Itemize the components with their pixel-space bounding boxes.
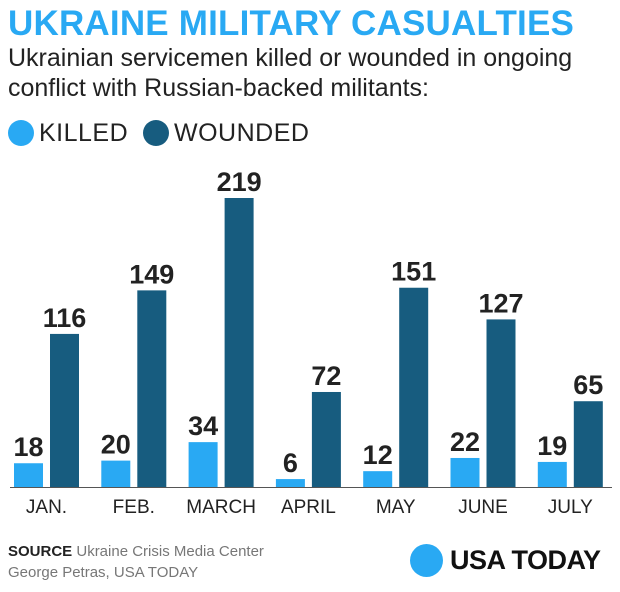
usa-today-logo: USA TODAY — [410, 544, 610, 578]
bar-wounded-1 — [137, 290, 167, 487]
data-label-killed-4: 12 — [363, 440, 393, 470]
x-tick-label-0: JAN. — [26, 497, 67, 518]
bar-wounded-0 — [50, 333, 79, 487]
data-label-killed-2: 34 — [188, 411, 218, 441]
legend-swatch-killed — [8, 120, 34, 146]
data-label-killed-1: 20 — [101, 430, 131, 460]
data-label-wounded-6: 65 — [573, 370, 603, 400]
source-label: SOURCE — [8, 543, 73, 560]
bar-wounded-3 — [311, 391, 341, 487]
data-label-killed-0: 18 — [13, 432, 43, 462]
bar-killed-3 — [275, 479, 305, 487]
x-tick-label-2: MARCH — [186, 497, 256, 518]
bar-killed-6 — [537, 461, 567, 487]
x-tick-label-6: JULY — [548, 497, 593, 518]
bar-wounded-5 — [486, 319, 516, 487]
bar-wounded-6 — [573, 401, 603, 487]
legend-label-killed: KILLED — [39, 119, 129, 147]
legend-swatch-wounded — [143, 120, 169, 146]
source-line: SOURCE Ukraine Crisis Media Center — [8, 541, 264, 562]
source-block: SOURCE Ukraine Crisis Media Center Georg… — [8, 541, 264, 583]
x-tick-label-3: APRIL — [281, 497, 336, 518]
bar-killed-4 — [363, 471, 393, 487]
data-label-wounded-5: 127 — [478, 288, 523, 318]
bar-killed-2 — [188, 442, 218, 487]
chart-subtitle: Ukrainian servicemen killed or wounded i… — [8, 44, 573, 102]
bar-killed-0 — [14, 463, 43, 487]
logo-dot-icon — [410, 544, 443, 577]
bar-wounded-2 — [224, 198, 254, 487]
data-label-wounded-1: 149 — [129, 259, 174, 289]
data-label-killed-5: 22 — [450, 427, 480, 457]
x-tick-label-4: MAY — [376, 497, 416, 518]
chart-title: UKRAINE MILITARY CASUALTIES — [8, 4, 575, 43]
x-tick-label-5: JUNE — [458, 497, 508, 518]
data-label-killed-6: 19 — [537, 431, 567, 461]
bar-killed-1 — [101, 460, 131, 487]
source-text: Ukraine Crisis Media Center — [76, 543, 264, 560]
x-tick-label-1: FEB. — [113, 497, 155, 518]
data-label-wounded-0: 116 — [43, 303, 87, 333]
logo-text: USA TODAY — [450, 545, 601, 575]
bar-killed-5 — [450, 457, 480, 487]
data-label-wounded-3: 72 — [311, 361, 341, 391]
legend-label-wounded: WOUNDED — [174, 119, 310, 147]
data-label-wounded-4: 151 — [391, 257, 436, 287]
bar-chart: 18 116 JAN. 20 149 FEB. 34 219 MARCH 6 72 APRIL 12 15… — [10, 167, 612, 518]
data-label-killed-3: 6 — [283, 448, 298, 478]
credit-line: George Petras, USA TODAY — [8, 564, 199, 581]
data-label-wounded-2: 219 — [217, 167, 262, 197]
bar-wounded-4 — [399, 287, 429, 487]
